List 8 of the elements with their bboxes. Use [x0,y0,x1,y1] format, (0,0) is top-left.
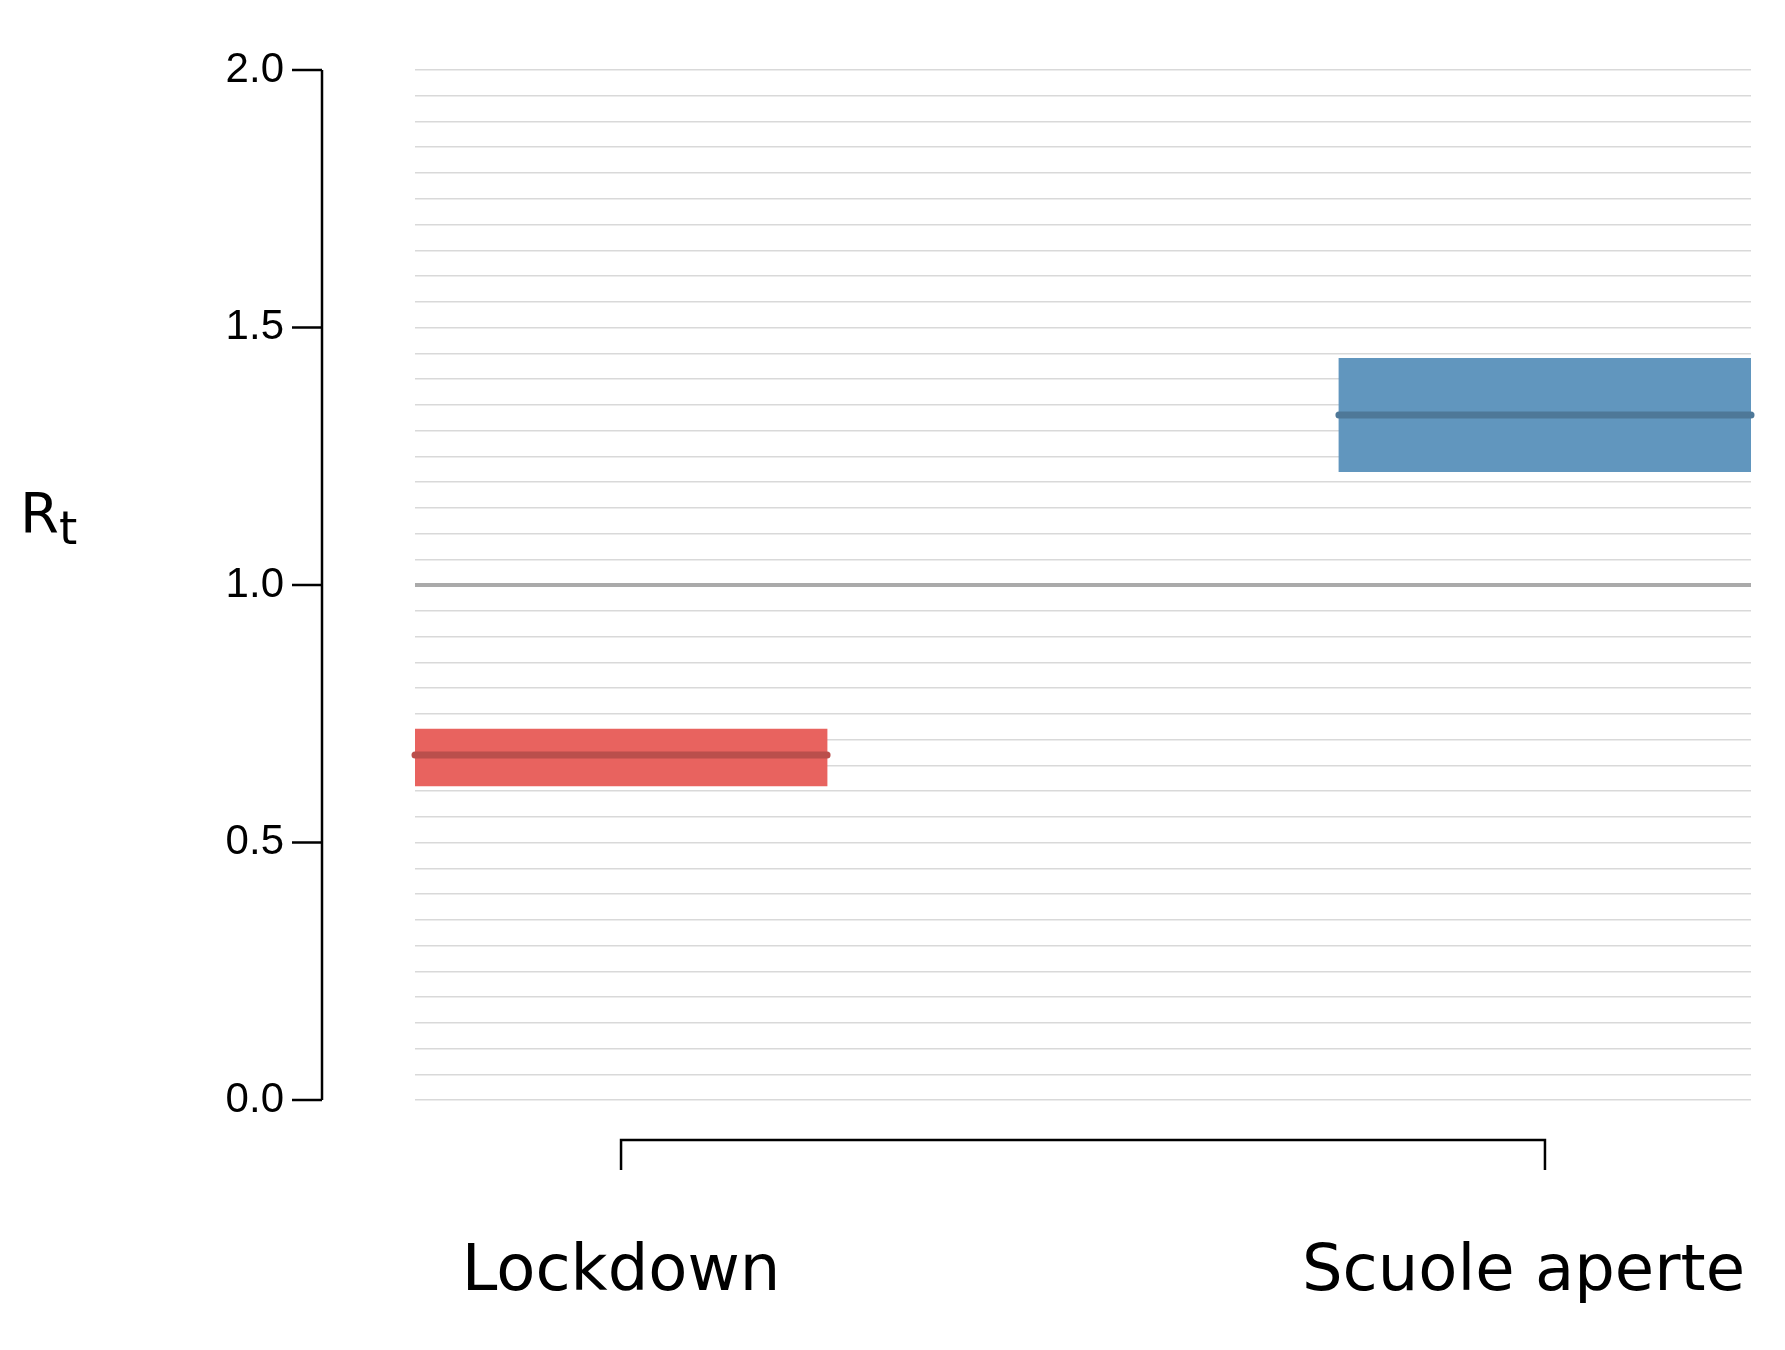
y-axis-title: R$_{t}$ [20,480,78,556]
x-tick-label: Scuole aperte [1301,1231,1745,1305]
y-tick-label: 0.5 [225,816,284,864]
y-tick-label: 1.0 [225,558,284,606]
y-tick-label: 2.0 [225,43,284,91]
x-tick-label: Lockdown [461,1231,781,1305]
y-tick-label: 1.5 [225,301,284,349]
y-tick-label: 0.0 [225,1073,284,1121]
